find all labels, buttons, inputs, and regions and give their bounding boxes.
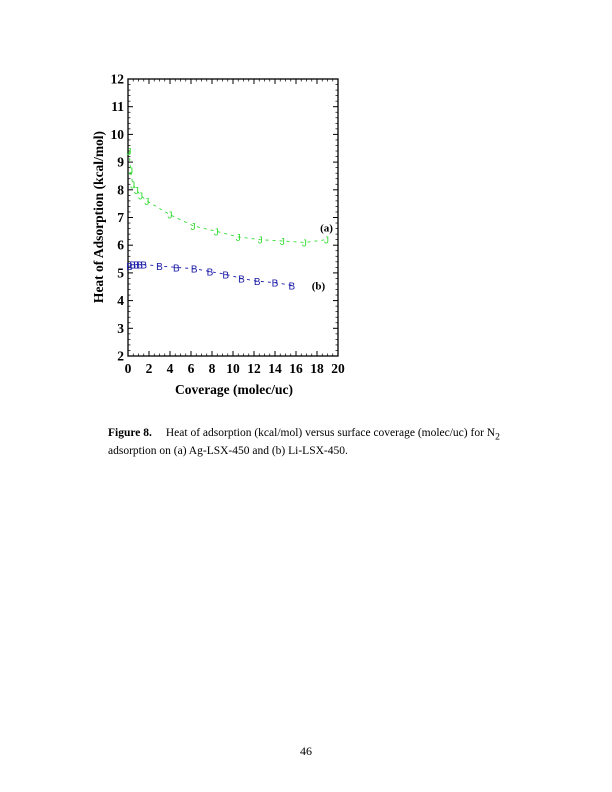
y-tick-label: 4 [117,293,124,308]
y-axis-label: Heat of Adsorption (kcal/mol) [91,131,106,303]
data-point: J [138,191,143,202]
data-point: B [173,263,180,274]
x-tick-label: 18 [310,361,324,376]
x-tick-label: 0 [125,361,132,376]
series-trend-line [129,264,292,286]
data-point: J [168,211,173,222]
y-tick-label: 10 [111,127,125,142]
x-tick-label: 8 [209,361,216,376]
series-trend-line [128,150,327,243]
y-tick-label: 6 [117,238,124,253]
data-point: B [222,270,229,281]
data-point: B [238,274,245,285]
data-point: J [236,233,241,244]
x-tick-label: 20 [331,361,345,376]
x-tick-label: 2 [146,361,153,376]
x-axis-label: Coverage (molec/uc) [175,382,293,397]
x-tick-label: 4 [167,361,174,376]
data-point: J [324,236,329,247]
data-point: B [156,262,163,273]
y-tick-label: 7 [117,210,124,225]
data-point: B [133,261,140,272]
data-point: J [128,166,133,177]
y-tick-label: 5 [117,265,124,280]
caption-subscript: 2 [495,431,500,443]
caption-text: Heat of adsorption (kcal/mol) versus sur… [165,427,496,439]
data-point: J [191,222,196,233]
plot-frame [127,78,339,357]
data-point: J [214,227,219,238]
figure-label: Figure 8. [108,427,152,439]
data-point: J [130,180,135,191]
data-point: J [134,186,139,197]
x-tick-label: 16 [289,361,303,376]
data-point: J [302,238,307,249]
x-tick-label: 14 [268,361,282,376]
x-tick-label: 12 [247,361,261,376]
series-annotation: (a) [320,222,333,234]
figure-caption: Figure 8. Heat of adsorption (kcal/mol) v… [108,426,528,458]
data-point: B [140,261,147,272]
y-tick-label: 11 [111,99,124,114]
data-point: J [127,147,132,158]
y-tick-label: 8 [117,182,124,197]
data-point: B [191,265,198,276]
series-annotation: (b) [312,281,326,293]
y-tick-label: 2 [117,349,124,364]
data-point: B [254,277,261,288]
x-tick-label: 6 [188,361,195,376]
data-point: B [129,261,136,272]
data-point: B [288,281,295,292]
y-tick-label: 12 [111,72,125,87]
data-point: B [126,262,133,273]
page-number: 46 [300,744,312,758]
y-tick-label: 3 [117,321,124,336]
caption-text-end: adsorption on (a) Ag-LSX-450 and (b) Li-… [108,445,348,458]
data-point: J [258,236,263,247]
data-point: J [144,197,149,208]
x-tick-label: 10 [226,361,240,376]
data-point: J [280,237,285,248]
data-point: B [136,261,143,272]
data-point: B [207,268,214,279]
data-point: B [272,279,279,290]
y-tick-label: 9 [117,155,124,170]
